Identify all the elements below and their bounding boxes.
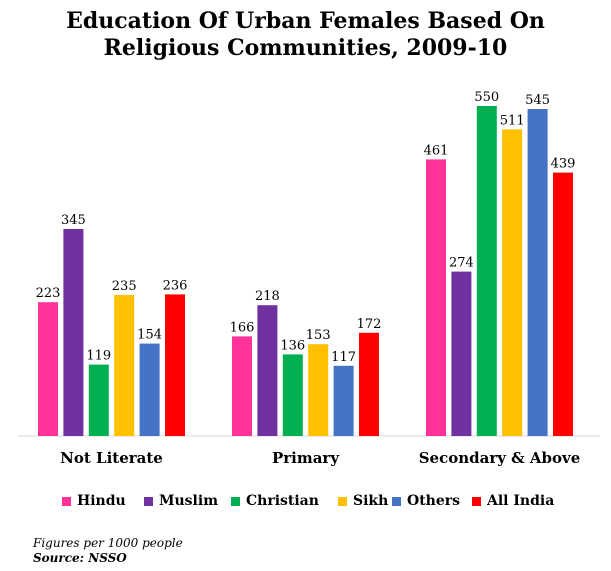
chart-notes: Figures per 1000 people Source: NSSO bbox=[33, 536, 183, 566]
chart-title-line-2: Religious Communities, 2009-10 bbox=[103, 35, 508, 61]
figures-note: Figures per 1000 people bbox=[33, 536, 183, 550]
legend-item-others: Others bbox=[392, 491, 460, 511]
source-note: Source: NSSO bbox=[33, 551, 127, 565]
legend-label-all-india: All India bbox=[487, 493, 555, 509]
bar-primary-hindu bbox=[232, 336, 252, 436]
bar-not-literate-others bbox=[139, 343, 160, 436]
bars-layer bbox=[38, 106, 573, 436]
legend-item-sikh: Sikh bbox=[338, 491, 388, 511]
data-label-secondary-and-above-muslim: 274 bbox=[449, 256, 474, 271]
legend-item-hindu: Hindu bbox=[62, 491, 126, 511]
bar-not-literate-christian bbox=[88, 364, 109, 436]
data-label-secondary-and-above-all-india: 439 bbox=[551, 157, 576, 172]
bar-primary-others bbox=[333, 365, 354, 436]
bar-secondary-and-above-hindu bbox=[426, 159, 446, 436]
data-label-not-literate-hindu: 223 bbox=[36, 286, 61, 301]
data-label-not-literate-sikh: 235 bbox=[112, 279, 137, 294]
legend-item-muslim: Muslim bbox=[144, 491, 218, 511]
legend-swatch-hindu bbox=[62, 496, 71, 506]
category-label-secondary-and-above: Secondary & Above bbox=[419, 449, 581, 467]
bar-not-literate-muslim bbox=[63, 229, 84, 436]
data-label-not-literate-muslim: 345 bbox=[61, 213, 86, 228]
legend-swatch-christian bbox=[231, 496, 240, 506]
data-label-secondary-and-above-hindu: 461 bbox=[424, 143, 449, 158]
legend-swatch-muslim bbox=[144, 496, 153, 506]
data-label-primary-all-india: 172 bbox=[357, 317, 382, 332]
bar-not-literate-all-india bbox=[165, 294, 185, 436]
legend-label-sikh: Sikh bbox=[353, 493, 389, 509]
bar-primary-all-india bbox=[359, 332, 379, 436]
legend-item-christian: Christian bbox=[231, 491, 319, 511]
bar-secondary-and-above-sikh bbox=[502, 129, 523, 436]
category-label-not-literate: Not Literate bbox=[60, 449, 163, 467]
category-labels-layer: Not Literate Primary Secondary & Above bbox=[60, 449, 580, 467]
bar-secondary-and-above-christian bbox=[476, 106, 497, 436]
legend-label-christian: Christian bbox=[246, 493, 319, 509]
data-label-not-literate-christian: 119 bbox=[86, 349, 111, 364]
legend-swatch-sikh bbox=[338, 496, 347, 506]
chart-title-line-1: Education Of Urban Females Based On bbox=[66, 8, 545, 34]
bar-not-literate-hindu bbox=[38, 302, 58, 436]
legend-item-all-india: All India bbox=[472, 491, 554, 511]
data-label-secondary-and-above-sikh: 511 bbox=[500, 113, 525, 128]
legend-label-hindu: Hindu bbox=[77, 493, 126, 509]
bar-not-literate-sikh bbox=[114, 295, 135, 436]
data-label-secondary-and-above-christian: 550 bbox=[474, 90, 499, 105]
bar-primary-sikh bbox=[308, 344, 329, 436]
bar-secondary-and-above-muslim bbox=[451, 271, 472, 436]
category-label-primary: Primary bbox=[272, 449, 340, 467]
legend-label-others: Others bbox=[407, 493, 461, 509]
data-label-primary-hindu: 166 bbox=[230, 320, 255, 335]
legend-swatch-others bbox=[392, 496, 401, 506]
data-label-primary-muslim: 218 bbox=[255, 289, 280, 304]
data-label-primary-sikh: 153 bbox=[306, 328, 331, 343]
bar-secondary-and-above-all-india bbox=[553, 172, 573, 436]
data-label-not-literate-others: 154 bbox=[137, 328, 162, 343]
data-label-primary-christian: 136 bbox=[280, 338, 305, 353]
data-label-not-literate-all-india: 236 bbox=[163, 278, 188, 293]
bar-primary-christian bbox=[282, 354, 303, 436]
legend-label-muslim: Muslim bbox=[159, 493, 219, 509]
legend: Hindu Muslim Christian Sikh Others All India bbox=[0, 491, 611, 511]
legend-swatch-all-india bbox=[472, 496, 481, 506]
chart-title: Education Of Urban Females Based On Reli… bbox=[0, 8, 611, 62]
bar-primary-muslim bbox=[257, 305, 278, 436]
bar-secondary-and-above-others bbox=[527, 109, 548, 436]
data-label-secondary-and-above-others: 545 bbox=[525, 93, 550, 108]
data-label-primary-others: 117 bbox=[331, 350, 356, 365]
